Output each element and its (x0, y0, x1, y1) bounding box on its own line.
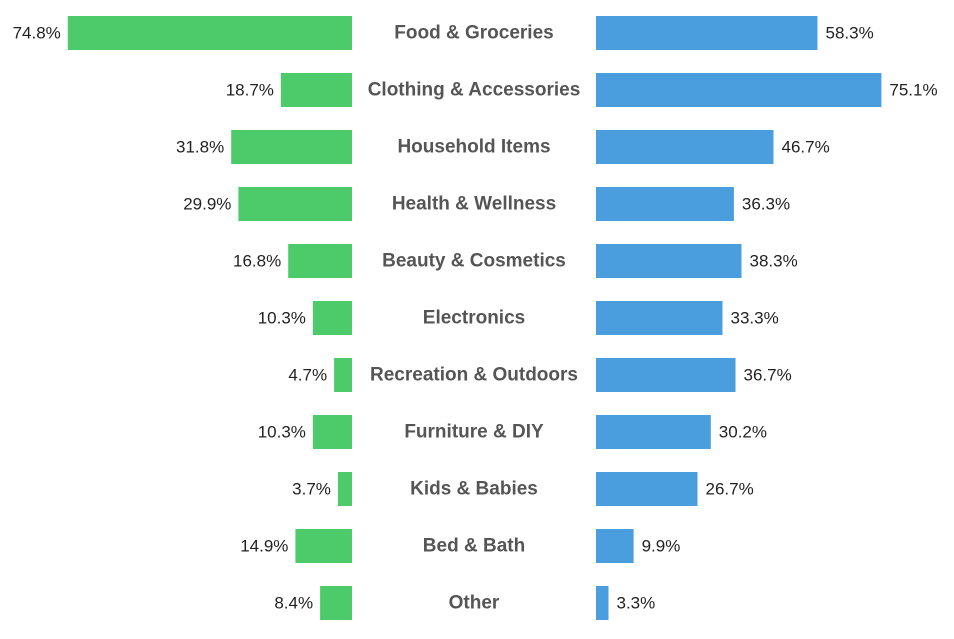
left-bar (295, 529, 352, 563)
left-bar (238, 187, 352, 221)
category-label: Recreation & Outdoors (370, 365, 578, 386)
left-bar (337, 472, 352, 506)
category-labels: Food & Groceries Clothing & Accessories Ho… (368, 23, 581, 614)
category-label: Furniture & DIY (404, 422, 544, 443)
right-bar (596, 472, 698, 506)
right-bar (596, 244, 742, 278)
left-value-label: 4.7% (288, 366, 327, 385)
left-bar (67, 16, 353, 50)
right-value-label: 33.3% (731, 309, 779, 328)
left-value-label: 14.9% (240, 537, 288, 556)
left-bar (312, 301, 352, 335)
right-bar (596, 358, 736, 392)
right-bar (596, 586, 609, 620)
right-bar (596, 73, 882, 107)
category-label: Other (449, 593, 500, 614)
right-value-label: 26.7% (706, 480, 754, 499)
right-value-label: 36.3% (742, 195, 790, 214)
right-bar (596, 415, 711, 449)
category-label: Beauty & Cosmetics (382, 251, 566, 272)
left-value-label: 10.3% (258, 309, 306, 328)
left-value-label: 3.7% (292, 480, 331, 499)
right-value-label: 3.3% (617, 594, 656, 613)
left-bar (288, 244, 352, 278)
left-bar (231, 130, 352, 164)
right-bar (596, 301, 723, 335)
left-value-label: 18.7% (226, 81, 274, 100)
left-bar (312, 415, 352, 449)
category-label: Health & Wellness (392, 194, 556, 215)
left-value-label: 31.8% (176, 138, 224, 157)
category-label: Clothing & Accessories (368, 80, 581, 101)
category-label: Food & Groceries (394, 23, 553, 44)
left-bar (280, 73, 352, 107)
right-value-label: 30.2% (719, 423, 767, 442)
category-label: Bed & Bath (423, 536, 525, 557)
left-value-label: 16.8% (233, 252, 281, 271)
right-value-label: 46.7% (782, 138, 830, 157)
left-value-label: 29.9% (183, 195, 231, 214)
right-value-label: 9.9% (642, 537, 681, 556)
left-value-label: 10.3% (258, 423, 306, 442)
right-series-bars (596, 16, 882, 620)
right-series-value-labels: 58.3% 75.1% 46.7% 36.3% 38.3% 33.3% 36.7% 30.2%… (617, 24, 938, 613)
right-value-label: 75.1% (889, 81, 937, 100)
category-label: Kids & Babies (410, 479, 538, 500)
left-bar (334, 358, 352, 392)
left-series-value-labels: 74.8% 18.7% 31.8% 29.9% 16.8% 10.3% 4.7% 10.3% 3… (13, 24, 331, 613)
category-label: Household Items (397, 137, 550, 158)
right-value-label: 38.3% (750, 252, 798, 271)
right-value-label: 36.7% (744, 366, 792, 385)
category-label: Electronics (423, 308, 525, 329)
left-series-bars (67, 16, 353, 620)
right-bar (596, 130, 774, 164)
right-bar (596, 529, 634, 563)
right-bar (596, 187, 734, 221)
left-bar (320, 586, 352, 620)
right-value-label: 58.3% (826, 24, 874, 43)
right-bar (596, 16, 818, 50)
left-value-label: 74.8% (13, 24, 61, 43)
left-value-label: 8.4% (274, 594, 313, 613)
